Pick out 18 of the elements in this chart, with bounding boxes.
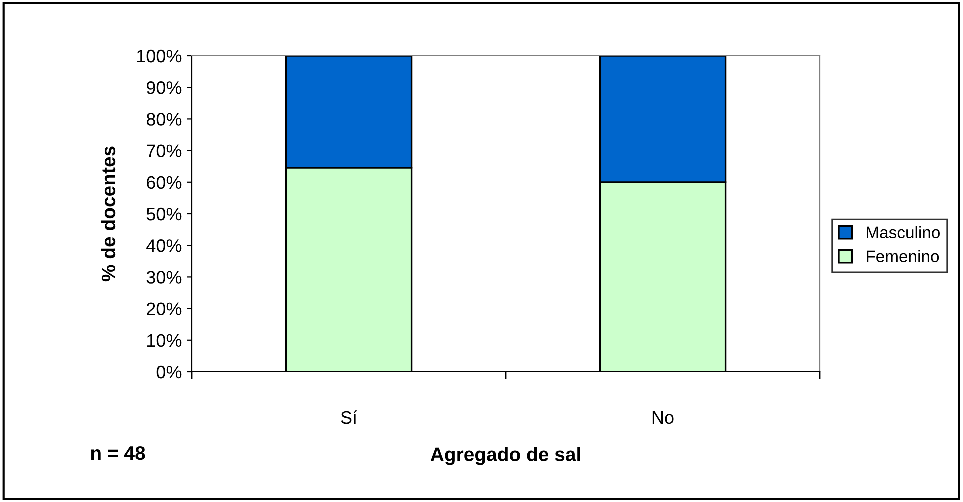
x-axis-title: Agregado de sal <box>430 447 580 466</box>
y-tick-label: 0% <box>156 366 182 379</box>
y-tick-label: 70% <box>147 144 182 158</box>
text: n = 48 <box>91 446 146 460</box>
y-tick-label: 80% <box>146 113 182 126</box>
y-tick-label: 20% <box>147 302 182 316</box>
y-tick-label: 30% <box>146 271 182 284</box>
y-axis-title: % de docentes <box>101 146 116 282</box>
y-tick-label: 40% <box>146 240 182 252</box>
legend-label: Masculino <box>867 226 940 239</box>
y-tick-label: 100% <box>137 50 182 63</box>
y-tick-label: 10% <box>148 334 182 348</box>
y-tick-label: 50% <box>146 208 182 221</box>
legend-label: Femenino <box>867 250 940 262</box>
y-tick-label: 60% <box>147 176 182 190</box>
y-tick-label: 90% <box>146 82 182 94</box>
x-tick-label: Sí <box>341 410 358 424</box>
x-tick-label: No <box>652 412 674 424</box>
